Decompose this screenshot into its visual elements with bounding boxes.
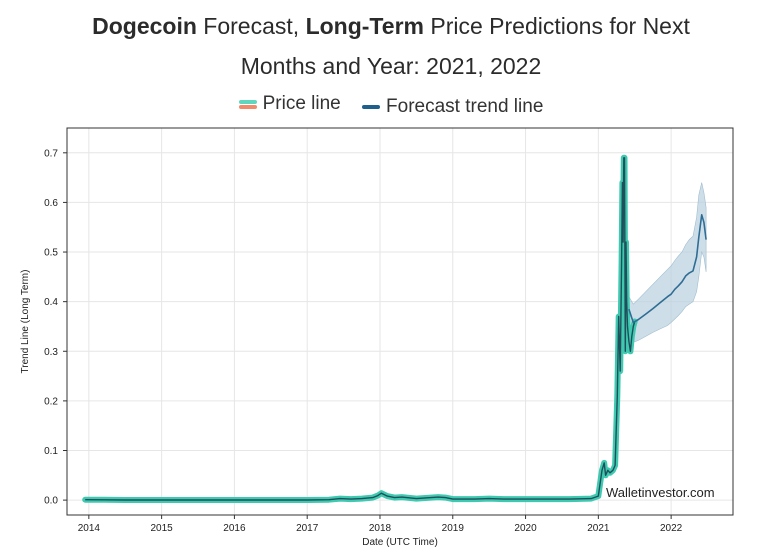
y-tick-label: 0.7 bbox=[44, 148, 58, 159]
x-tick-label: 2020 bbox=[514, 523, 537, 534]
title-text-b: Price Predictions for Next bbox=[423, 13, 690, 39]
y-tick-label: 0.1 bbox=[44, 446, 58, 457]
legend-forecast-label: Forecast trend line bbox=[386, 96, 544, 117]
forecast-confidence-band bbox=[628, 182, 707, 343]
title-term: Long-Term bbox=[305, 13, 424, 39]
y-tick-label: 0.4 bbox=[44, 297, 58, 308]
y-tick-label: 0.0 bbox=[44, 496, 58, 507]
x-tick-label: 2021 bbox=[587, 523, 610, 534]
price-line bbox=[85, 157, 636, 501]
forecast-swatch-icon bbox=[362, 105, 381, 109]
legend-price-label: Price line bbox=[262, 93, 341, 114]
x-tick-label: 2022 bbox=[660, 523, 683, 534]
title-line-2: Months and Year: 2021, 2022 bbox=[240, 53, 542, 79]
x-tick-label: 2019 bbox=[442, 523, 465, 534]
chart-title: Dogecoin Forecast, Long-Term Price Predi… bbox=[0, 6, 782, 86]
legend-item-forecast: Forecast trend line bbox=[362, 96, 543, 118]
x-tick-label: 2017 bbox=[296, 523, 319, 534]
x-axis-label: Date (UTC Time) bbox=[362, 537, 438, 548]
x-tick-label: 2015 bbox=[150, 523, 173, 534]
y-tick-label: 0.6 bbox=[44, 198, 58, 209]
chart-legend: Price line Forecast trend line bbox=[0, 93, 782, 118]
y-tick-label: 0.3 bbox=[44, 347, 58, 358]
y-axis-label: Trend Line (Long Term) bbox=[20, 270, 31, 374]
price-swatch-icon bbox=[238, 99, 257, 109]
plot-frame bbox=[66, 127, 734, 516]
y-tick-label: 0.5 bbox=[44, 248, 58, 259]
forecast-trend-line bbox=[628, 214, 707, 324]
title-coin: Dogecoin bbox=[92, 13, 197, 39]
legend-item-price: Price line bbox=[238, 93, 341, 115]
title-text-a: Forecast, bbox=[196, 13, 306, 39]
watermark: Walletinvestor.com bbox=[606, 485, 715, 500]
x-tick-label: 2014 bbox=[78, 523, 101, 534]
x-tick-label: 2018 bbox=[369, 523, 392, 534]
y-tick-label: 0.2 bbox=[44, 396, 58, 407]
x-tick-label: 2016 bbox=[223, 523, 246, 534]
title-line-1: Dogecoin Forecast, Long-Term Price Predi… bbox=[0, 6, 782, 46]
